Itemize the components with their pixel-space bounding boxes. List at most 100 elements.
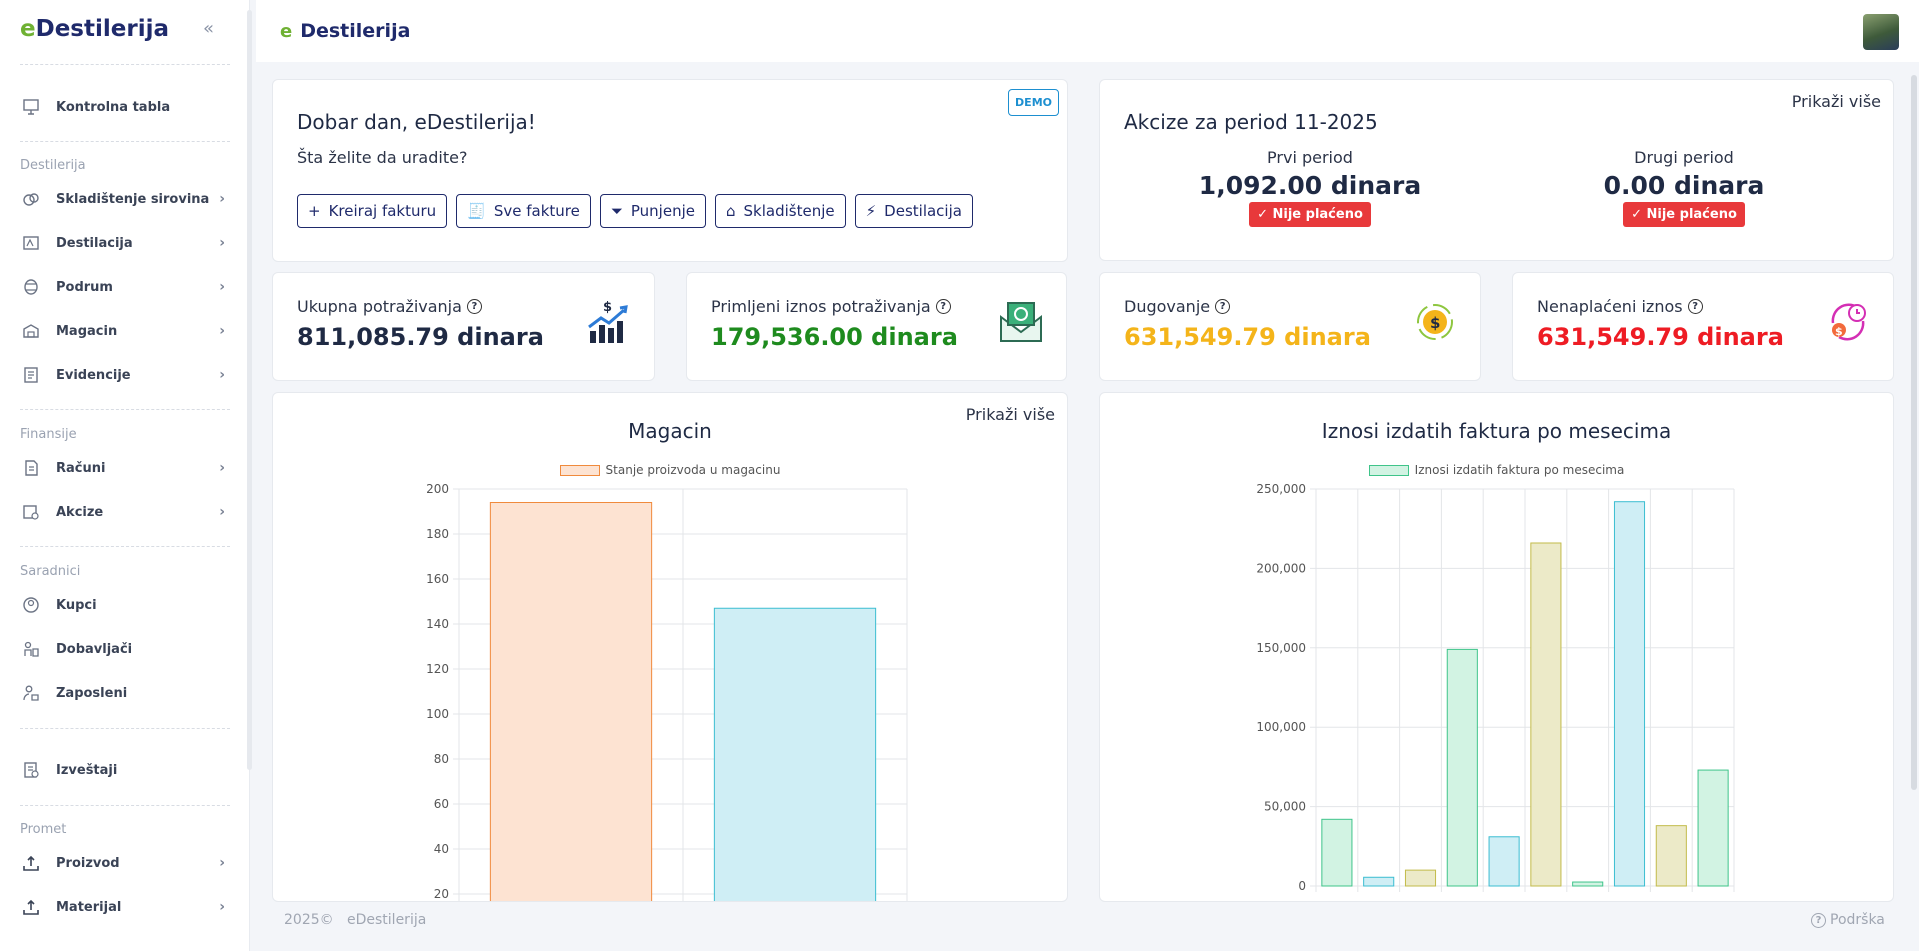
sidebar-item-dobavljaci[interactable]: Dobavljači: [20, 634, 225, 664]
status-text: Nije plaćeno: [1646, 207, 1737, 222]
demo-badge: DEMO: [1008, 89, 1059, 116]
sidebar-item-kupci[interactable]: Kupci: [20, 590, 225, 620]
sidebar-item-zaposleni[interactable]: Zaposleni: [20, 678, 225, 708]
stat-label-text: Nenaplaćeni iznos: [1537, 297, 1683, 316]
collapse-sidebar-icon[interactable]: «: [203, 18, 215, 39]
sidebar-scrollbar[interactable]: [247, 10, 252, 770]
bar[interactable]: [1446, 648, 1478, 887]
bar[interactable]: [713, 607, 877, 902]
section-destilerija: Destilerija: [20, 158, 86, 173]
stat-value: 631,549.79 dinara: [1124, 323, 1371, 351]
avatar[interactable]: [1863, 14, 1899, 50]
stat-label-text: Primljeni iznos potraživanja: [711, 297, 931, 316]
sidebar-item-skladistenje-sirovina[interactable]: Skladištenje sirovina ›: [20, 184, 225, 214]
coin-exchange-icon: $: [1417, 304, 1453, 340]
help-icon[interactable]: ?: [1215, 299, 1231, 314]
logo-icon: e: [280, 20, 293, 42]
bar[interactable]: [1321, 818, 1353, 887]
brand-logo[interactable]: eDestilerija: [20, 16, 169, 42]
help-icon[interactable]: ?: [935, 299, 951, 314]
support-link[interactable]: ? Podrška: [1811, 912, 1885, 928]
page-scrollbar[interactable]: [1911, 75, 1917, 790]
tax-icon: [20, 501, 42, 523]
barrel-icon: [20, 276, 42, 298]
divider: [20, 728, 230, 729]
sidebar-item-magacin[interactable]: Magacin ›: [20, 316, 225, 346]
stat-card-unpaid: Nenaplaćeni iznos? 631,549.79 dinara $: [1512, 272, 1894, 381]
bar[interactable]: [1655, 825, 1687, 887]
excise-title: Akcize za period 11-2025: [1124, 110, 1378, 134]
y-tick-label: 140: [426, 617, 449, 631]
show-more-link[interactable]: Prikaži više: [965, 405, 1055, 424]
period-label: Drugi period: [1634, 148, 1734, 167]
invoices-bar-chart: 0 50,000 100,000 150,000 200,000 250,000: [1256, 482, 1735, 893]
divider: [20, 546, 230, 547]
stat-value: 811,085.79 dinara: [297, 323, 544, 351]
sidebar-item-label: Dobavljači: [56, 641, 133, 657]
y-tick-label: 50,000: [1264, 800, 1306, 814]
period-value: 0.00 dinara: [1603, 171, 1765, 200]
chevron-right-icon: ›: [219, 367, 225, 383]
sidebar-item-destilacija[interactable]: Destilacija ›: [20, 228, 225, 258]
y-tick-label: 150,000: [1256, 641, 1306, 655]
svg-text:$: $: [603, 300, 612, 315]
section-saradnici: Saradnici: [20, 564, 81, 579]
status-text: Nije plaćeno: [1272, 207, 1363, 222]
sidebar-item-materijal[interactable]: Materijal ›: [20, 892, 225, 922]
welcome-title: Dobar dan, eDestilerija!: [297, 110, 536, 134]
footer-year: 2025©: [284, 912, 334, 928]
button-label: Kreiraj fakturu: [328, 202, 437, 220]
svg-text:$: $: [1835, 325, 1843, 338]
sidebar-item-izvestaji[interactable]: Izveštaji: [20, 755, 225, 785]
storage-button[interactable]: ⌂ Skladištenje: [715, 194, 846, 228]
lightning-icon: ⚡: [865, 202, 877, 220]
all-invoices-button[interactable]: 🧾 Sve fakture: [456, 194, 591, 228]
sidebar-item-podrum[interactable]: Podrum ›: [20, 272, 225, 302]
filling-button[interactable]: ⏷ Punjenje: [599, 194, 706, 228]
chart-legend[interactable]: Stanje proizvoda u magacinu: [273, 463, 1067, 477]
bar[interactable]: [1572, 881, 1604, 887]
bar[interactable]: [1613, 501, 1646, 887]
button-label: Punjenje: [630, 202, 695, 220]
button-label: Destilacija: [884, 202, 962, 220]
legend-swatch: [559, 465, 600, 476]
bar[interactable]: [1404, 869, 1437, 887]
distillation-button[interactable]: ⚡ Destilacija: [854, 194, 973, 228]
sidebar-item-racuni[interactable]: Računi ›: [20, 453, 225, 483]
sidebar-item-proizvod[interactable]: Proizvod ›: [20, 848, 225, 878]
create-invoice-button[interactable]: + Kreiraj fakturu: [297, 194, 448, 228]
sidebar-item-dashboard[interactable]: Kontrolna tabla: [20, 92, 225, 122]
help-icon[interactable]: ?: [1687, 299, 1703, 314]
bar[interactable]: [1530, 542, 1562, 887]
support-label: Podrška: [1830, 912, 1885, 928]
sidebar-item-evidencije[interactable]: Evidencije ›: [20, 360, 225, 390]
bar[interactable]: [1363, 876, 1395, 887]
distillation-icon: [20, 232, 42, 254]
y-tick-label: 160: [426, 572, 449, 586]
first-period: Prvi period 1,092.00 dinara ✓ Nije plaće…: [1160, 148, 1460, 227]
second-period: Drugi period 0.00 dinara ✓ Nije plaćeno: [1534, 148, 1834, 227]
help-icon[interactable]: ?: [466, 299, 482, 314]
upload-tray-icon: [20, 852, 42, 874]
chart-legend[interactable]: Iznosi izdatih faktura po mesecima: [1100, 463, 1893, 477]
divider: [20, 409, 230, 410]
bar[interactable]: [1488, 836, 1520, 887]
bar[interactable]: [489, 502, 653, 903]
chevron-right-icon: ›: [219, 235, 225, 251]
sidebar-item-akcize[interactable]: Akcize ›: [20, 497, 225, 527]
brand-name: Destilerija: [35, 16, 169, 42]
y-tick-label: 120: [426, 662, 449, 676]
y-tick-label: 0: [1298, 879, 1306, 893]
sidebar-item-label: Podrum: [56, 279, 113, 295]
y-tick-label: 40: [434, 842, 449, 856]
chevron-right-icon: ›: [219, 855, 225, 871]
money-envelope-icon: [1000, 302, 1042, 342]
section-promet: Promet: [20, 822, 67, 837]
period-value: 1,092.00 dinara: [1198, 171, 1422, 200]
unpaid-badge: ✓ Nije plaćeno: [1249, 202, 1371, 227]
show-more-link[interactable]: Prikaži više: [1791, 92, 1881, 111]
sidebar-item-label: Materijal: [56, 899, 122, 915]
divider: [20, 64, 230, 65]
bar[interactable]: [1697, 769, 1729, 887]
sidebar-item-label: Magacin: [56, 323, 118, 339]
